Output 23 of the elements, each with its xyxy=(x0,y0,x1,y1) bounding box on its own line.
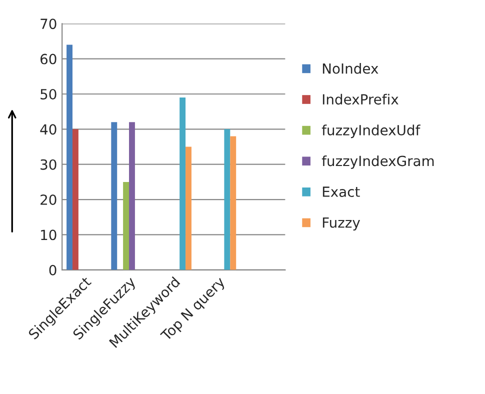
y-tick-label: 60 xyxy=(40,54,56,64)
legend-label: fuzzyIndexGram xyxy=(322,155,434,169)
y-tick-label: 0 xyxy=(49,264,56,276)
bar xyxy=(224,129,230,270)
bar xyxy=(66,44,72,270)
bar xyxy=(123,182,130,270)
legend-label: IndexPrefix xyxy=(322,94,398,105)
bar xyxy=(129,122,135,270)
y-tick-label: 50 xyxy=(40,88,56,100)
legend-label: fuzzyIndexUdf xyxy=(322,124,420,138)
bar xyxy=(186,146,192,270)
bar xyxy=(111,122,118,270)
y-tick-label: 10 xyxy=(41,230,56,240)
y-tick-label: 20 xyxy=(40,194,56,206)
bar xyxy=(230,136,236,270)
y-tick-label: 30 xyxy=(40,159,56,170)
legend-label: Exact xyxy=(322,186,360,197)
bar xyxy=(72,129,78,270)
y-tick-label: 70 xyxy=(40,18,56,30)
bar xyxy=(180,98,186,270)
y-tick-label: 40 xyxy=(40,124,56,135)
legend-label: NoIndex xyxy=(322,63,378,74)
legend-label: Fuzzy xyxy=(322,217,360,230)
